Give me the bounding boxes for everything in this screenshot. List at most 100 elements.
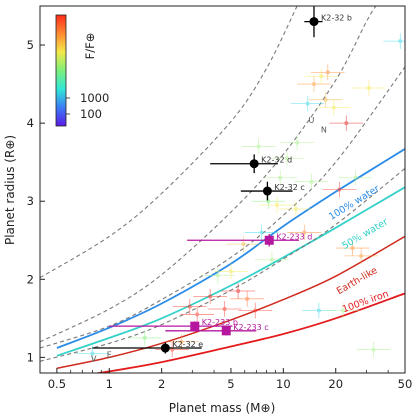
- background-planet: [180, 306, 215, 323]
- planet-label: K2-32 d: [261, 156, 292, 165]
- planet-point: [311, 82, 316, 87]
- x-tick-label: 2: [158, 377, 165, 391]
- planet-point: [337, 187, 342, 192]
- planet-point: [179, 339, 184, 344]
- solar-system-label-u: U: [308, 116, 314, 125]
- planet-point: [90, 351, 95, 356]
- model-label-50-water: 50% water: [340, 216, 390, 251]
- solar-system-planets: V E UN: [91, 116, 327, 363]
- solar-system-label-e: E: [107, 350, 112, 359]
- planet-marker: [160, 343, 170, 353]
- background-planets: [75, 33, 405, 362]
- background-planet: [270, 150, 304, 167]
- x-tick-label: 50: [398, 377, 413, 391]
- background-planet: [164, 333, 199, 350]
- planet-label: K2-32 c: [274, 183, 304, 192]
- background-planet: [287, 224, 322, 241]
- background-planet: [230, 291, 265, 307]
- background-planet: [280, 134, 314, 151]
- x-tick-label: 20: [328, 377, 343, 391]
- y-tick-label: 1: [27, 350, 34, 364]
- planet-k2-32-c: K2-32 c: [240, 181, 305, 201]
- background-planet: [351, 80, 386, 96]
- background-planet: [255, 251, 289, 268]
- planet-point: [371, 347, 376, 352]
- planet-k2-32-d: K2-32 d: [210, 154, 292, 174]
- planet-point: [269, 257, 274, 262]
- background-planet: [308, 91, 343, 108]
- model-label-earth-like: Earth-like: [335, 265, 380, 297]
- planet-point: [319, 74, 324, 79]
- background-planet: [207, 301, 242, 317]
- planet-marker: [262, 186, 272, 196]
- planet-point: [222, 306, 227, 311]
- background-planet: [278, 201, 313, 217]
- colorbar-tick-label: 1000: [80, 91, 109, 105]
- colorbar-tick-label: 100: [80, 107, 102, 121]
- background-planet: [260, 197, 294, 213]
- plot-frame: [39, 5, 406, 374]
- planet-point: [325, 70, 330, 75]
- planet-point: [316, 308, 321, 313]
- planet-marker: [249, 159, 259, 169]
- background-planet: [226, 236, 261, 252]
- background-planet: [326, 302, 360, 319]
- background-planet: [304, 68, 339, 85]
- background-planet: [238, 302, 273, 319]
- planet-k2-233-c: K2-233 c: [165, 323, 269, 336]
- y-tick-label: 2: [27, 272, 34, 286]
- planet-point: [256, 144, 261, 149]
- background-planet: [294, 173, 329, 190]
- planet-point: [359, 253, 364, 258]
- planet-label: K2-233 c: [233, 323, 268, 332]
- solar-system-label-n: N: [321, 125, 327, 134]
- planet-point: [323, 97, 328, 102]
- planet-k2-233-b: K2-233 b: [109, 318, 238, 331]
- planet-point: [253, 308, 258, 313]
- planet-point: [208, 294, 213, 299]
- background-planet: [338, 169, 373, 186]
- dashed-model-curve-4: [40, 6, 298, 279]
- planet-marker: [221, 326, 231, 336]
- background-planet: [316, 99, 351, 116]
- background-planet: [200, 267, 235, 284]
- planet-point: [187, 304, 192, 309]
- x-tick-label: 1: [106, 377, 113, 391]
- planet-point: [295, 140, 300, 145]
- background-planet: [297, 76, 331, 92]
- highlighted-planets: K2-32 b K2-32 d K2-32 c K2-32 e K2-233 d K2-2…: [92, 6, 352, 354]
- planet-marker: [309, 17, 319, 27]
- planet-k2-32-b: K2-32 b: [304, 6, 352, 38]
- planet-point: [353, 175, 358, 180]
- colorbar-label: F/F⊕: [83, 33, 97, 60]
- planet-point: [340, 308, 345, 313]
- planet-label: K2-32 e: [172, 340, 203, 349]
- colorbar-gradient: [55, 14, 67, 127]
- x-tick-label: 10: [276, 377, 291, 391]
- planet-point: [398, 39, 403, 44]
- x-tick-label: 0.5: [48, 377, 66, 391]
- y-tick-label: 5: [27, 38, 34, 52]
- planet-marker: [264, 235, 274, 245]
- background-planet: [193, 288, 228, 305]
- planet-point: [278, 175, 283, 180]
- planet-label: K2-32 b: [321, 14, 352, 23]
- planet-point: [195, 312, 200, 317]
- y-axis-ticks: 1 2 3 4 5: [27, 38, 45, 364]
- background-planet: [127, 330, 162, 346]
- y-tick-label: 4: [27, 116, 34, 130]
- background-planet: [335, 240, 370, 256]
- background-planet: [356, 341, 391, 358]
- x-axis-label: Planet mass (M⊕): [169, 401, 276, 415]
- background-planet: [221, 283, 256, 299]
- planet-point: [275, 203, 280, 208]
- solar-system-label-v: V: [91, 354, 97, 363]
- planet-point: [293, 207, 298, 212]
- background-planet: [251, 193, 286, 210]
- planet-point: [215, 273, 220, 278]
- planet-point: [366, 85, 371, 90]
- planet-point: [236, 289, 241, 294]
- model-curve-earth-like: [56, 235, 405, 370]
